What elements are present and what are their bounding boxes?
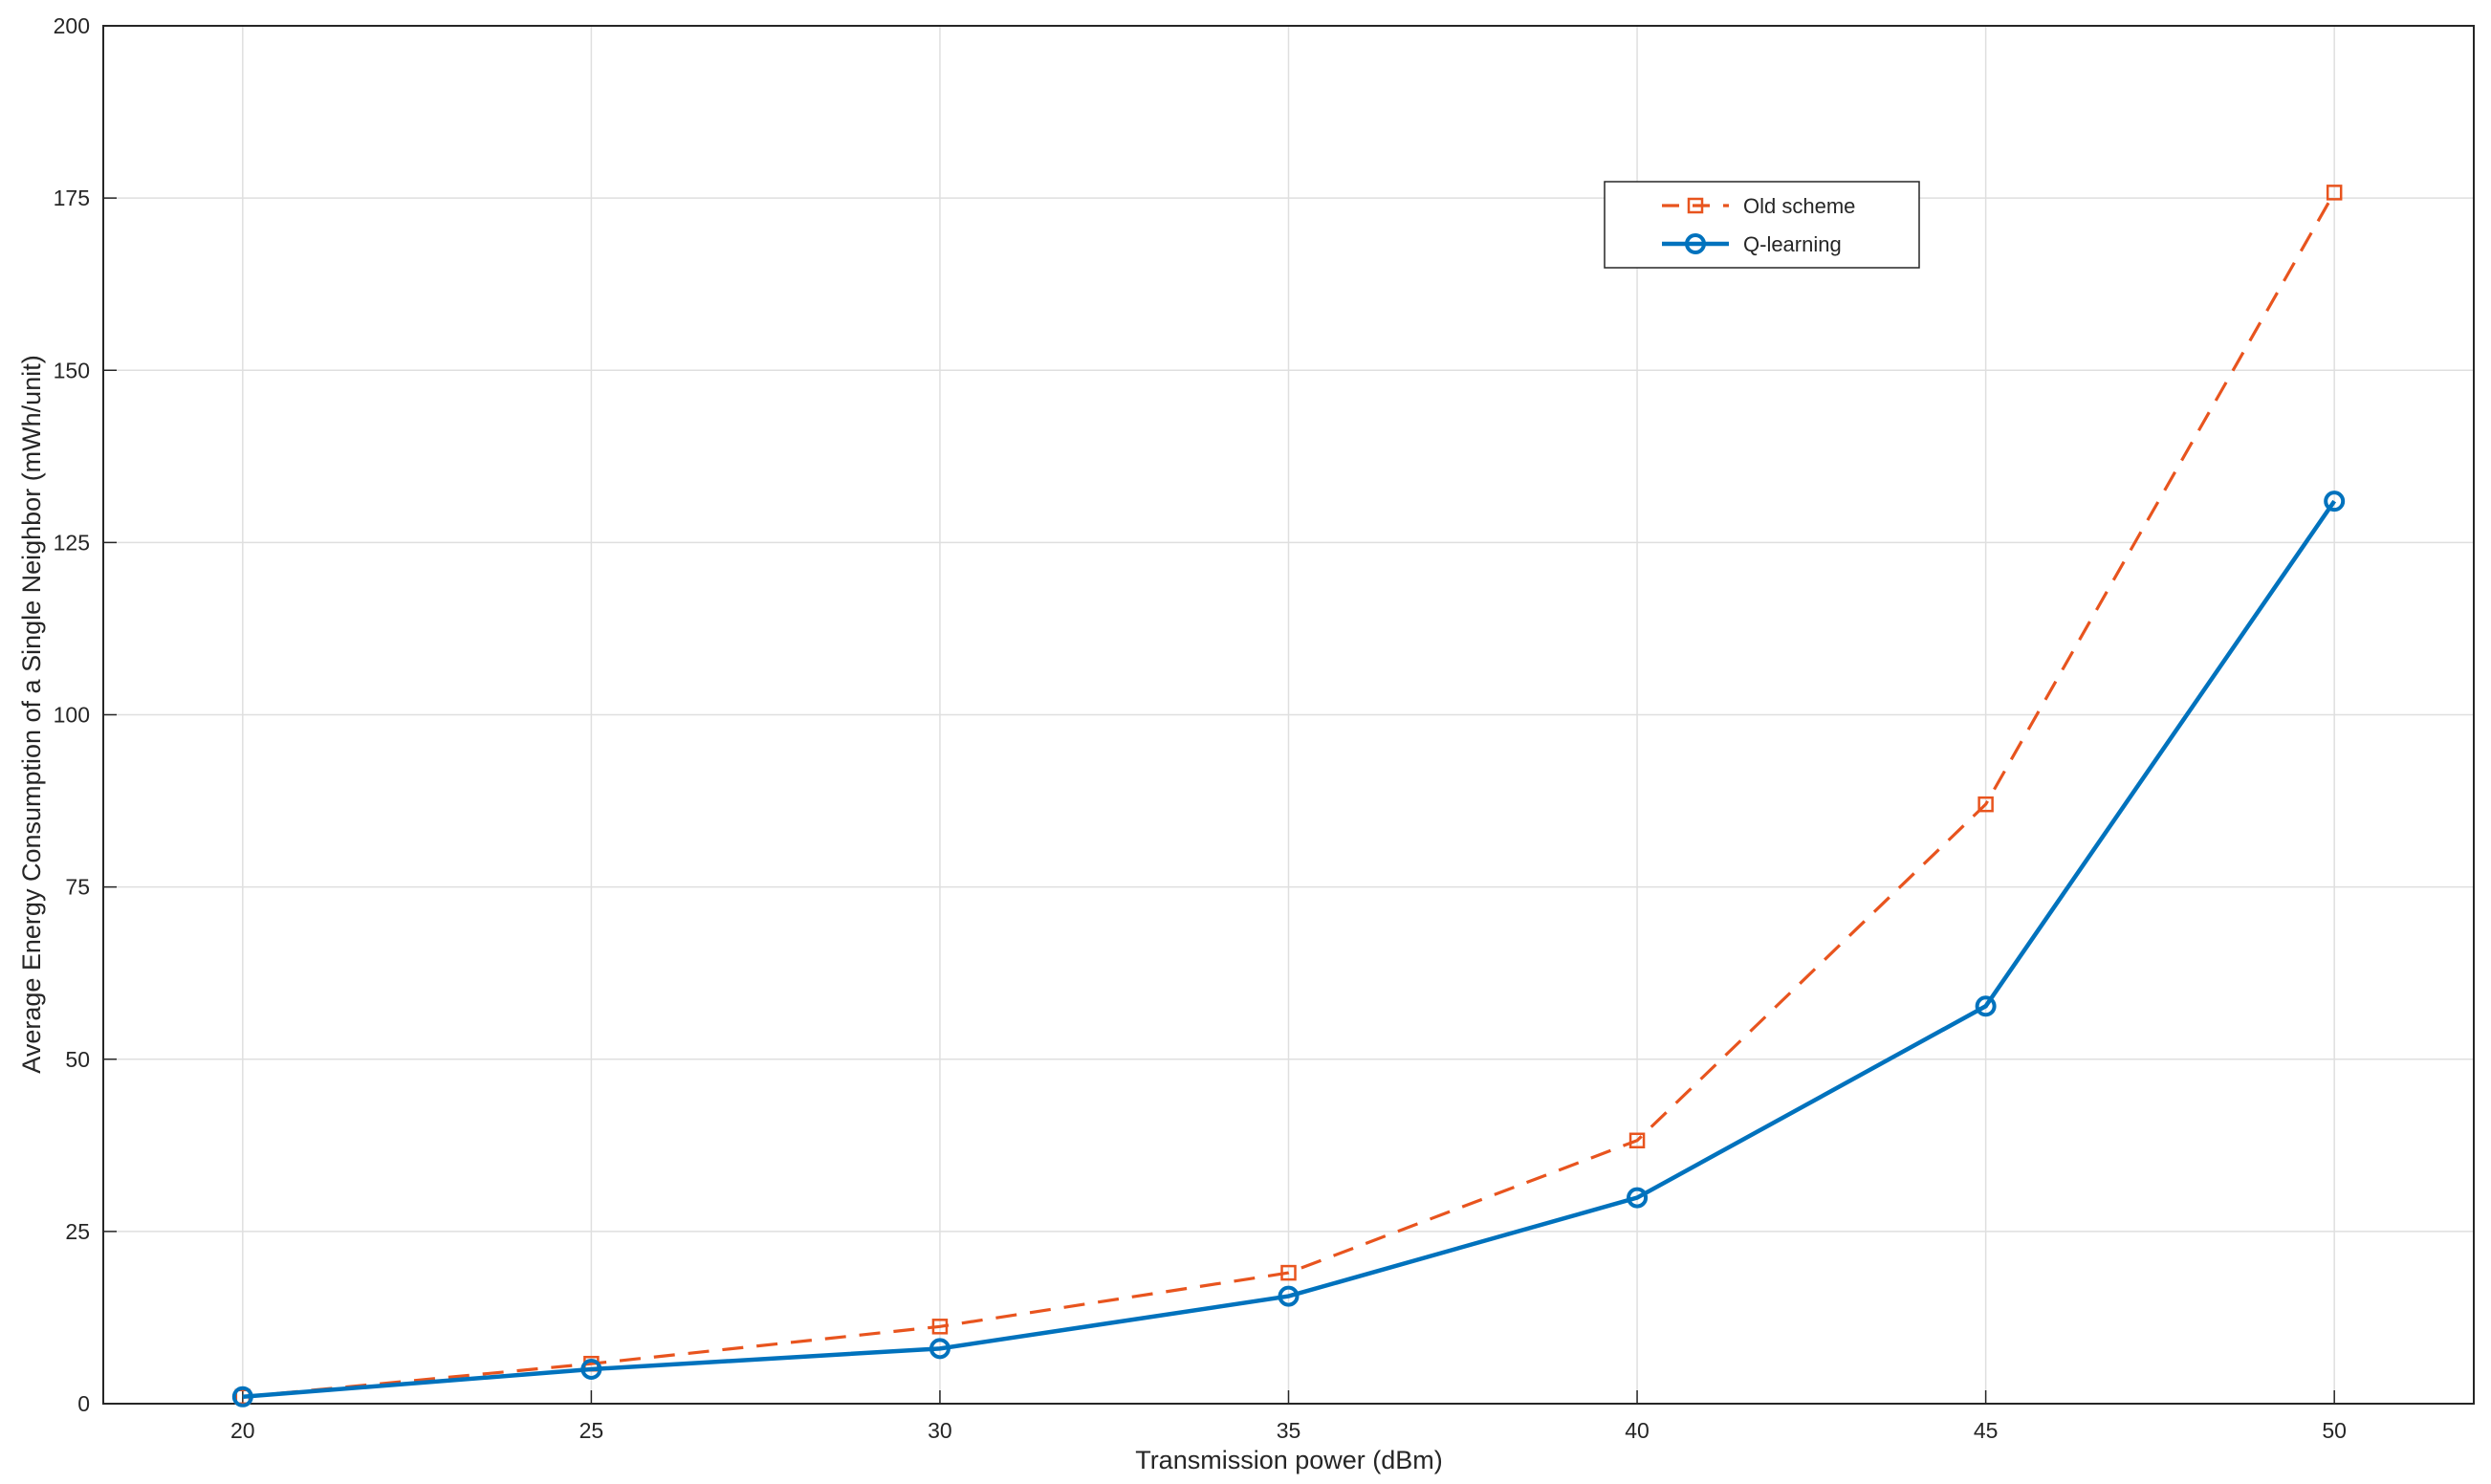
y-tick-label: 50 <box>65 1047 90 1072</box>
marker <box>929 1338 951 1360</box>
axes-box <box>102 25 2475 1405</box>
x-axis-label: Transmission power (dBm) <box>1135 1446 1443 1474</box>
y-tick-label: 0 <box>77 1391 90 1416</box>
y-axis-label: Average Energy Consumption of a Single N… <box>17 355 46 1073</box>
x-tick-label: 30 <box>928 1418 952 1443</box>
series-line <box>242 191 2336 1399</box>
marker <box>1685 233 1706 254</box>
y-tick-label: 25 <box>65 1219 90 1244</box>
x-tick-label: 20 <box>230 1418 255 1443</box>
marker <box>231 1386 253 1408</box>
y-tick-label: 100 <box>54 703 90 728</box>
marker <box>1627 1187 1649 1209</box>
marker <box>931 1319 949 1335</box>
marker <box>2326 185 2343 201</box>
legend-box <box>1604 181 1920 269</box>
marker <box>1978 796 1994 813</box>
x-tick-label: 50 <box>2322 1418 2347 1443</box>
legend-label: Old scheme <box>1743 194 1855 218</box>
marker <box>1278 1285 1300 1307</box>
y-tick-label: 200 <box>54 13 90 38</box>
y-tick-label: 150 <box>54 358 90 382</box>
series-line <box>242 499 2337 1400</box>
marker <box>1975 995 1997 1017</box>
marker <box>1687 197 1704 214</box>
x-tick-label: 40 <box>1625 1418 1650 1443</box>
x-tick-label: 35 <box>1277 1418 1301 1443</box>
y-tick-label: 125 <box>54 530 90 555</box>
marker <box>1628 1132 1646 1149</box>
y-tick-label: 175 <box>54 186 90 210</box>
marker <box>580 1358 602 1380</box>
marker <box>2324 491 2346 513</box>
marker <box>1280 1264 1297 1281</box>
x-tick-label: 45 <box>1974 1418 1999 1443</box>
x-tick-label: 25 <box>579 1418 604 1443</box>
legend: Old scheme Q-learning <box>1604 181 1920 269</box>
y-tick-label: 75 <box>65 875 90 900</box>
legend-label: Q-learning <box>1743 232 1842 256</box>
